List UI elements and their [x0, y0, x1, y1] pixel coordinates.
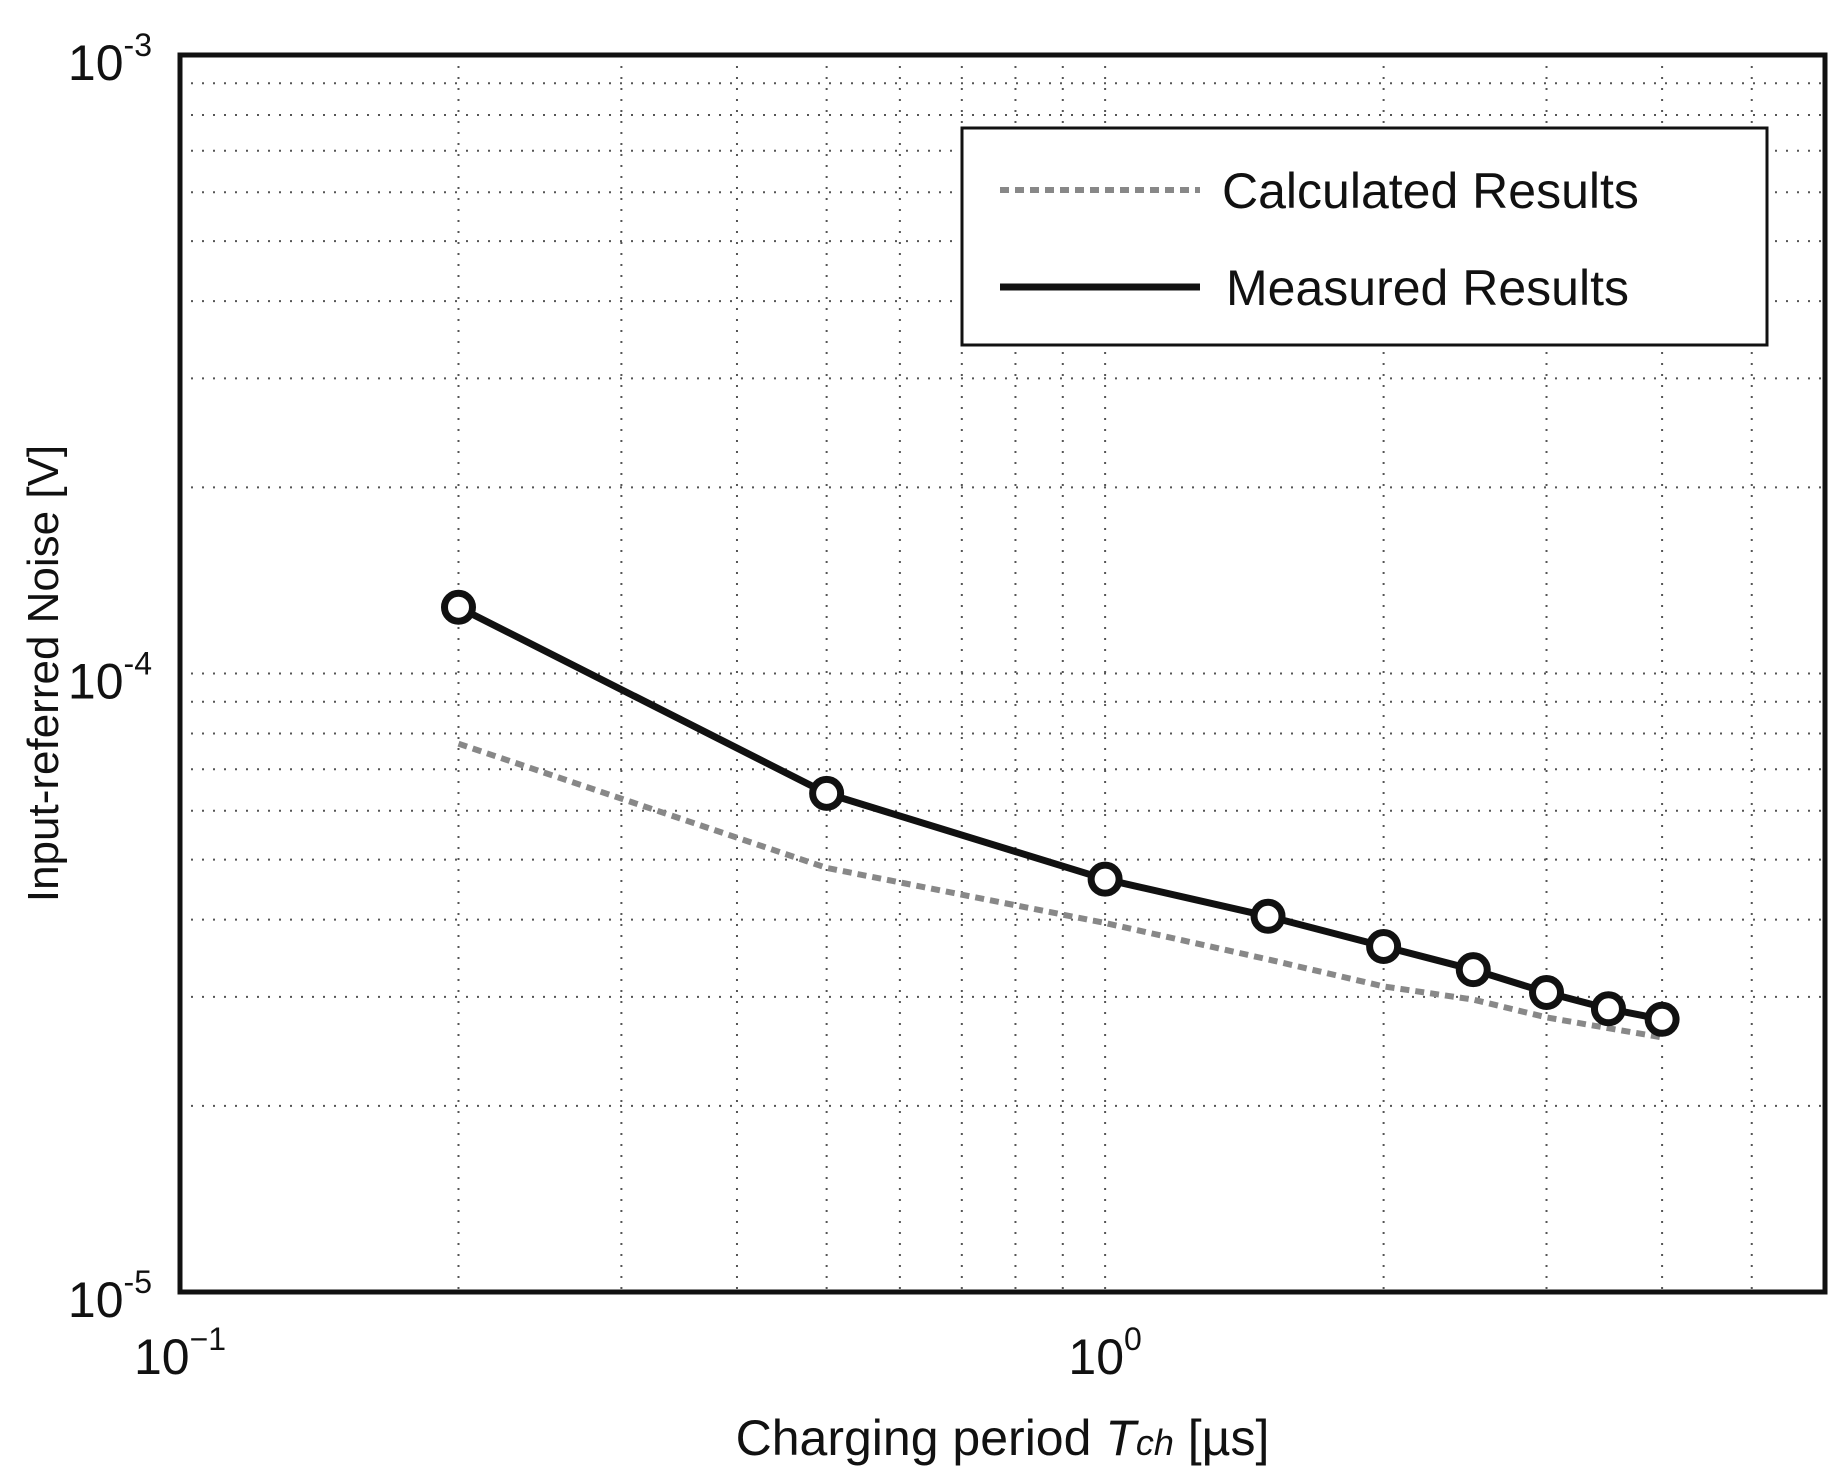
legend-box	[960, 126, 1769, 347]
x-tick-label: 100	[1068, 1321, 1141, 1385]
x-axis-label-unit: [µs]	[1174, 1410, 1269, 1466]
measured-point-marker	[1644, 1001, 1680, 1037]
measured-point-marker	[1366, 928, 1402, 964]
measured-point-marker	[1529, 974, 1565, 1010]
y-tick-label: 10-4	[68, 646, 152, 710]
tick-labels: 10−1 100 10-5 10-4 10-3	[68, 27, 1142, 1385]
measured-point-marker	[1250, 898, 1286, 934]
series-layer	[440, 589, 1680, 1041]
measured-point-marker	[440, 589, 476, 625]
measured-point-marker	[1087, 861, 1123, 897]
series-line-calculated	[457, 740, 1663, 1041]
x-axis-label-symbol: T	[1105, 1410, 1139, 1466]
x-axis-label: Charging period Tch [µs]	[736, 1410, 1270, 1466]
legend-label-measured: Measured Results	[1226, 260, 1629, 316]
legend: Calculated Results Measured Results	[960, 126, 1769, 347]
measured-point-marker	[1590, 991, 1626, 1027]
y-axis-label: Input-referred Noise [V]	[19, 445, 68, 902]
x-tick-label: 10−1	[134, 1321, 226, 1385]
measured-point-marker	[809, 775, 845, 811]
y-tick-label: 10-3	[68, 27, 152, 91]
x-axis-label-subscript: ch	[1136, 1422, 1174, 1463]
measured-point-marker	[1455, 952, 1491, 988]
legend-label-calculated: Calculated Results	[1222, 163, 1639, 219]
x-axis-label-main: Charging period	[736, 1410, 1106, 1466]
plot-frame	[177, 52, 1828, 1295]
y-tick-label: 10-5	[68, 1264, 152, 1328]
